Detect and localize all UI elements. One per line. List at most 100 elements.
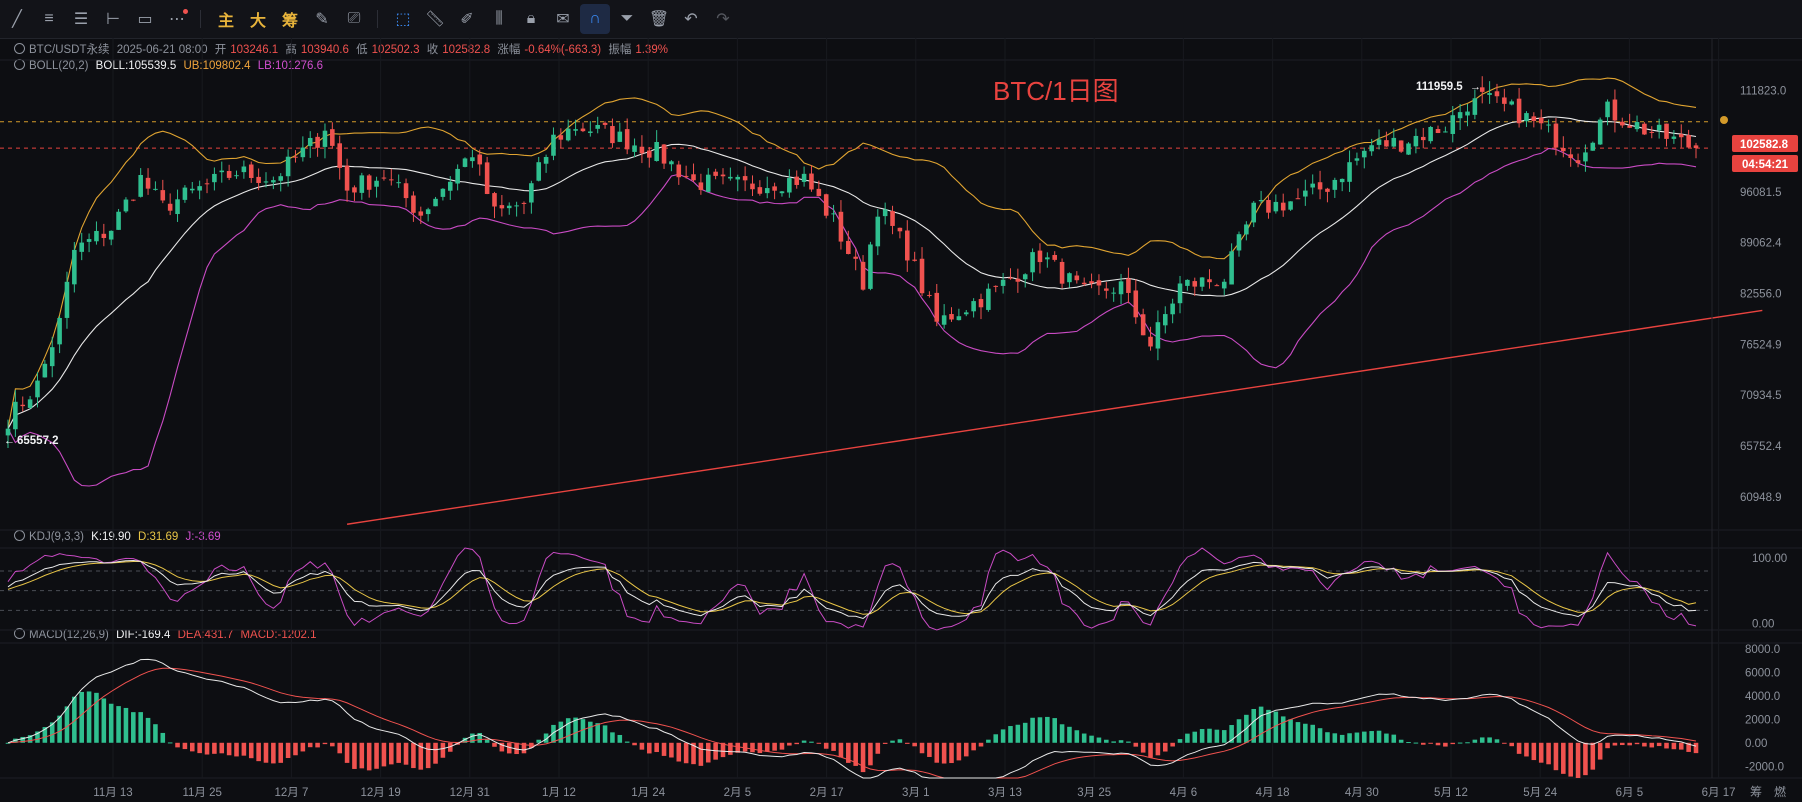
macd-histogram-bar <box>197 742 202 754</box>
candle-body <box>1428 126 1433 142</box>
undo-icon[interactable]: ↶ <box>684 11 698 28</box>
horizontal-lines-tool-icon[interactable]: ≡ <box>44 10 54 27</box>
candle-style-icon[interactable]: ⫼ <box>495 10 503 27</box>
open-label: 开 <box>214 44 227 56</box>
macd-indicator-name[interactable]: MACD(12,26,9) <box>29 629 109 641</box>
candle-body <box>868 244 873 289</box>
macd-histogram-bar <box>484 739 490 743</box>
candle-body <box>1317 182 1323 190</box>
macd-histogram-bar <box>1693 742 1699 754</box>
macd-histogram-bar <box>1671 742 1677 750</box>
boll-middle-band <box>7 116 1697 429</box>
candle-body <box>1516 98 1522 124</box>
macd-histogram-bar <box>772 742 777 751</box>
rectangle-tool-icon[interactable]: ▭ <box>137 11 153 28</box>
macd-histogram-bar <box>418 742 424 770</box>
x-tick-label: 1月 12 <box>542 787 576 799</box>
change-value: -0.64%(-663.3) <box>524 44 602 56</box>
candle-body <box>764 188 770 194</box>
macd-histogram-bar <box>846 742 851 763</box>
trend-line-tool-icon[interactable]: ╱ <box>12 11 22 28</box>
candle-body <box>683 175 689 177</box>
x-tick-label: 2月 5 <box>724 787 752 799</box>
candle-body <box>1509 101 1515 105</box>
macd-histogram-bar <box>1568 742 1573 777</box>
candle-body <box>1126 278 1131 293</box>
visibility-toggle-icon[interactable] <box>14 43 25 54</box>
macd-histogram-bar <box>1052 718 1057 743</box>
macd-histogram-bar <box>1207 728 1212 743</box>
ruler-icon[interactable]: 📏︎ <box>424 11 446 28</box>
candle-body <box>676 164 682 178</box>
macd-histogram-bar <box>1229 725 1234 743</box>
candle-body <box>986 288 991 310</box>
candle-body <box>79 242 84 252</box>
kdj-indicator-name[interactable]: KDJ(9,3,3) <box>29 531 84 543</box>
macd-histogram-bar <box>175 742 180 748</box>
alert-dot-icon[interactable] <box>1720 116 1728 124</box>
macd-histogram-bar <box>477 732 483 743</box>
macd-histogram-bar <box>912 742 917 747</box>
macd-histogram-bar <box>1310 724 1315 743</box>
candlestick-chart[interactable]: 111823.0 96081.5 89062.4 82556.0 76524.9 7093… <box>0 38 1802 802</box>
brush-icon[interactable]: ✐ <box>460 11 474 28</box>
main-force-button[interactable]: 主 <box>217 13 234 30</box>
indicator-edit-icon[interactable]: ✎ <box>315 11 329 28</box>
lock-icon[interactable]: 🔒︎ <box>526 10 536 27</box>
candle-body <box>1391 137 1397 147</box>
candle-body <box>315 136 320 148</box>
candle-body <box>1111 292 1116 294</box>
delete-icon[interactable]: 🗑︎ <box>648 11 670 28</box>
candle-body <box>912 259 917 261</box>
candle-body <box>1620 121 1625 126</box>
macd-histogram-bar <box>919 742 925 754</box>
macd-histogram-bar <box>145 717 151 743</box>
filter-icon[interactable]: ⏷ <box>620 10 634 27</box>
macd-tick-label: 2000.0 <box>1745 714 1780 726</box>
candle-body <box>595 124 600 129</box>
magnet-select-icon[interactable]: ⬚ <box>395 11 411 28</box>
macd-histogram-bar <box>403 742 409 765</box>
boll-lower-band <box>7 147 1697 487</box>
candle-body <box>1524 113 1529 122</box>
macd-histogram-bar <box>1325 732 1330 743</box>
candle-body <box>728 176 733 179</box>
macd-histogram-bar <box>1678 742 1684 750</box>
macd-histogram-bar <box>57 715 62 743</box>
more-tools-icon[interactable]: ⋯ <box>162 4 192 34</box>
candle-body <box>344 165 350 191</box>
magnet-icon[interactable]: ∩ <box>580 4 610 34</box>
macd-histogram-bar <box>492 742 497 747</box>
big-order-button[interactable]: 大 <box>249 13 266 30</box>
macd-histogram-bar <box>307 742 313 748</box>
candle-body <box>654 141 659 162</box>
candle-body <box>588 131 593 133</box>
template-icon[interactable]: ⎚ <box>347 10 361 27</box>
visibility-toggle-icon[interactable] <box>14 628 25 639</box>
redo-icon[interactable]: ↷ <box>716 11 730 28</box>
note-icon[interactable]: ✉ <box>556 11 570 28</box>
trend-line[interactable] <box>346 309 1763 525</box>
boll-upper-band <box>7 77 1697 429</box>
burn-label[interactable]: 燃 <box>1774 784 1786 799</box>
candle-body <box>720 174 726 177</box>
boll-indicator-name[interactable]: BOLL(20,2) <box>29 60 89 72</box>
macd-histogram-bar <box>647 742 652 754</box>
chip-label[interactable]: 筹 <box>1750 785 1762 799</box>
macd-histogram-bar <box>506 742 512 754</box>
candle-body <box>94 230 99 242</box>
candle-body <box>440 188 446 197</box>
macd-histogram-bar <box>993 734 999 743</box>
candle-body <box>661 144 667 164</box>
candle-body <box>189 188 195 191</box>
chart-watermark: BTC/1日图 <box>993 76 1119 106</box>
candle-body <box>1538 117 1544 124</box>
kdj-d-line <box>7 560 1697 615</box>
macd-histogram-bar <box>831 742 836 751</box>
candle-body <box>669 161 674 165</box>
candle-body <box>57 317 62 345</box>
candle-body <box>234 175 239 177</box>
chip-distribution-button[interactable]: 筹 <box>281 13 298 30</box>
horizontal-ray-tool-icon[interactable]: ⊢ <box>106 11 120 28</box>
parallel-lines-tool-icon[interactable]: ☰ <box>73 11 89 28</box>
